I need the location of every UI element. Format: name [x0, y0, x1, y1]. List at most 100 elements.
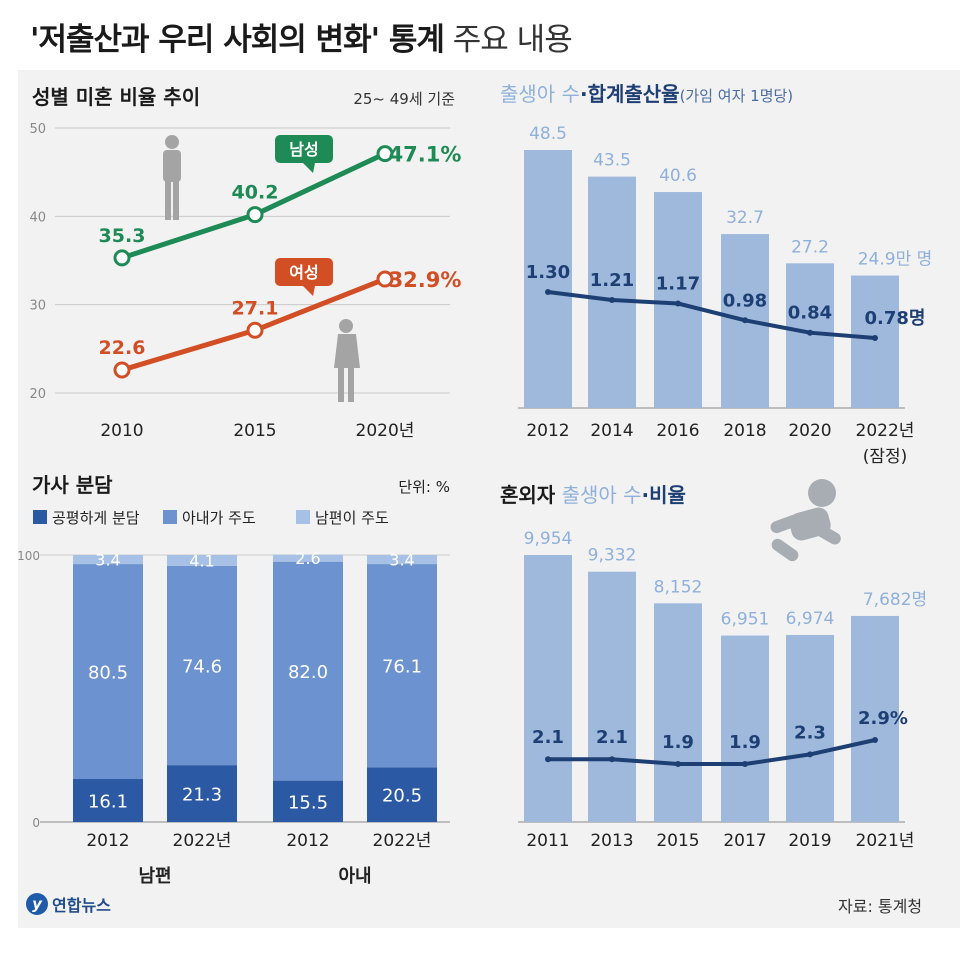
- chart1-title: 성별 미혼 비율 추이: [32, 85, 200, 109]
- chart4-x-tick: 2017: [723, 831, 766, 851]
- chart1-bubble-tail: [303, 163, 315, 173]
- chart2-x-tick: 2022년: [856, 421, 915, 441]
- chart3-segment-label: 21.3: [182, 785, 222, 806]
- chart2-bar-label: 40.6: [659, 166, 697, 186]
- chart1-x-tick: 2010: [100, 421, 143, 441]
- chart2-bar: [654, 192, 702, 408]
- chart4-rate-label: 2.1: [532, 727, 564, 748]
- chart3-bar-segment: [73, 555, 143, 565]
- chart1-value-label: 47.1%: [389, 143, 462, 167]
- logo: y 연합뉴스: [26, 892, 111, 916]
- chart2-x-tick: 2020: [788, 421, 831, 441]
- chart3-x-tick: 2012: [286, 831, 329, 851]
- chart4-rate-label: 2.9%: [858, 708, 908, 729]
- baby-leg: [771, 538, 799, 562]
- chart3-bar-segment: [367, 564, 437, 768]
- chart4-bar-label: 8,152: [654, 577, 703, 597]
- chart3-legend-label: 남편이 주도: [315, 509, 389, 527]
- chart2-rate-line: [547, 290, 876, 340]
- chart3-segment-label: 2.6: [295, 549, 320, 568]
- chart1-y-tick: 20: [29, 387, 46, 402]
- title-bold: '저출산과 우리 사회의 변화' 통계: [30, 22, 445, 58]
- man-leg: [173, 180, 179, 220]
- chart3-y-tick: 0: [32, 816, 40, 830]
- chart3-legend-swatch: [33, 510, 47, 524]
- chart1-point: [246, 206, 264, 224]
- source-note: 자료: 통계청: [838, 897, 923, 916]
- chart4-rate-label: 1.9: [729, 732, 761, 753]
- woman-leg: [348, 366, 354, 402]
- chart2-bar-label: 32.7: [726, 208, 764, 228]
- chart1-series-name: 여성: [289, 263, 318, 282]
- man-body: [163, 150, 181, 182]
- chart4-x-tick: 2021년: [856, 831, 915, 851]
- chart2-x-tick: 2012: [526, 421, 569, 441]
- chart3-segment-label: 20.5: [382, 786, 422, 807]
- chart1-point: [246, 321, 264, 339]
- man-silhouette-icon: [163, 135, 181, 220]
- woman-head: [339, 319, 353, 333]
- chart1-y-tick: 50: [29, 122, 46, 137]
- chart3-bar-segment: [273, 554, 343, 562]
- chart2-rate-label: 0.84: [788, 303, 832, 324]
- chart4-rate-point: [807, 751, 813, 758]
- chart4-bar: [654, 603, 702, 822]
- chart2-rate-label: 1.30: [526, 262, 570, 283]
- chart1-series-line: [121, 151, 387, 261]
- chart3-unit: 단위: %: [398, 478, 450, 496]
- man-leg: [165, 180, 171, 220]
- chart4-bar: [721, 635, 769, 822]
- chart1-value-label: 22.6: [99, 337, 146, 359]
- chart4-x-tick: 2015: [656, 831, 699, 851]
- chart4-rate-point: [872, 737, 878, 743]
- chart2-bar: [524, 150, 572, 408]
- chart3-bar-segment: [167, 555, 237, 566]
- chart2-rate-point: [609, 296, 615, 303]
- chart3-bar-segment: [273, 780, 343, 822]
- chart3-segment-label: 80.5: [88, 663, 128, 684]
- chart1-x-tick: 2015: [233, 421, 276, 441]
- chart2-rate-label: 0.98: [723, 290, 767, 311]
- chart3-bar-segment: [73, 564, 143, 780]
- chart2-x-note: (잠정): [863, 447, 908, 467]
- chart4-rate-label: 2.1: [596, 727, 628, 748]
- chart3-x-tick: 2022년: [173, 831, 232, 851]
- chart4-bar-label: 9,954: [524, 529, 573, 549]
- baby-icon: [770, 479, 841, 562]
- chart2-bar-label: 27.2: [791, 237, 829, 257]
- chart4-rate-point: [545, 756, 551, 763]
- chart4-bar: [524, 555, 572, 822]
- chart2-x-tick: 2014: [590, 421, 633, 441]
- chart4-rate-label: 2.3: [794, 722, 826, 743]
- chart3-segment-label: 3.4: [389, 551, 414, 570]
- chart2-x-tick: 2016: [656, 421, 699, 441]
- chart2-title: 출생아 수·합계출산율(가임 여자 1명당): [500, 82, 793, 106]
- chart3-title: 가사 분담: [32, 473, 113, 497]
- chart4-rate-point: [609, 756, 615, 763]
- chart3-bar-segment: [167, 765, 237, 822]
- chart4-bar: [786, 634, 834, 822]
- chart1-name-bubble: [275, 135, 333, 163]
- baby-leg: [813, 523, 841, 545]
- chart4-bar-label: 9,332: [588, 546, 637, 566]
- chart3-segment-label: 74.6: [182, 657, 222, 678]
- chart1-bubble-tail: [303, 286, 315, 296]
- chart1-point: [376, 270, 394, 288]
- chart3-segment-label: 82.0: [288, 662, 328, 683]
- chart4-bar-label: 6,951: [721, 610, 770, 630]
- chart4-title: 혼외자 출생아 수·비율: [500, 483, 686, 507]
- chart3-legend-label: 공평하게 분담: [52, 509, 140, 527]
- chart1-value-label: 35.3: [99, 225, 146, 247]
- chart2-bar-label: 43.5: [593, 151, 631, 171]
- chart3-group-label: 남편: [138, 866, 171, 887]
- man-head: [165, 135, 179, 149]
- chart3-y-tick: 100: [17, 549, 40, 563]
- chart3-bar-segment: [273, 561, 343, 781]
- chart1-point: [113, 361, 131, 379]
- chart1-note: 25~ 49세 기준: [353, 90, 455, 108]
- chart3-segment-label: 76.1: [382, 657, 422, 678]
- chart3-segment-label: 3.4: [95, 551, 120, 570]
- chart3-segment-label: 16.1: [88, 792, 128, 813]
